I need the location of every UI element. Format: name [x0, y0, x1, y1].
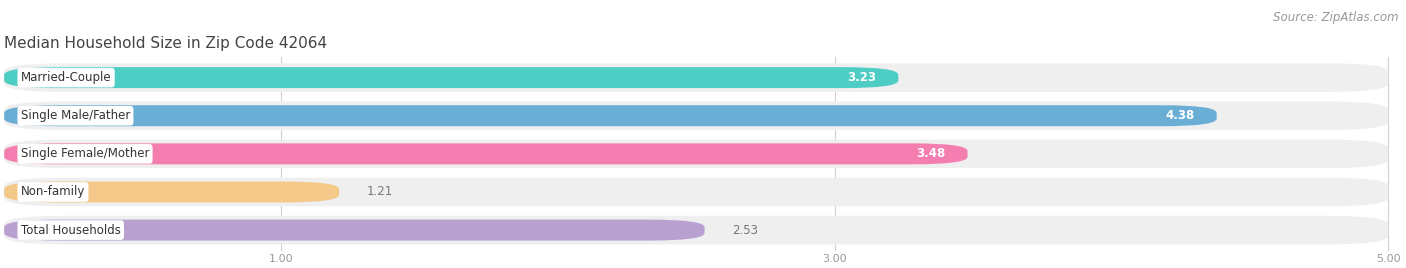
Text: Non-family: Non-family — [21, 185, 86, 199]
FancyBboxPatch shape — [4, 178, 1388, 206]
FancyBboxPatch shape — [4, 63, 1388, 92]
FancyBboxPatch shape — [4, 181, 339, 202]
Text: Total Households: Total Households — [21, 224, 121, 237]
Text: Median Household Size in Zip Code 42064: Median Household Size in Zip Code 42064 — [4, 36, 328, 51]
Text: 1.21: 1.21 — [367, 185, 394, 199]
FancyBboxPatch shape — [4, 67, 898, 88]
Text: 2.53: 2.53 — [733, 224, 758, 237]
Text: 3.48: 3.48 — [917, 147, 945, 160]
Text: 4.38: 4.38 — [1166, 109, 1195, 122]
FancyBboxPatch shape — [4, 216, 1388, 244]
Text: Source: ZipAtlas.com: Source: ZipAtlas.com — [1274, 11, 1399, 24]
Text: Single Female/Mother: Single Female/Mother — [21, 147, 149, 160]
FancyBboxPatch shape — [4, 143, 967, 164]
FancyBboxPatch shape — [4, 219, 704, 241]
FancyBboxPatch shape — [4, 102, 1388, 130]
Text: 3.23: 3.23 — [848, 71, 876, 84]
Text: Married-Couple: Married-Couple — [21, 71, 111, 84]
FancyBboxPatch shape — [4, 140, 1388, 168]
FancyBboxPatch shape — [4, 105, 1216, 126]
Text: Single Male/Father: Single Male/Father — [21, 109, 131, 122]
